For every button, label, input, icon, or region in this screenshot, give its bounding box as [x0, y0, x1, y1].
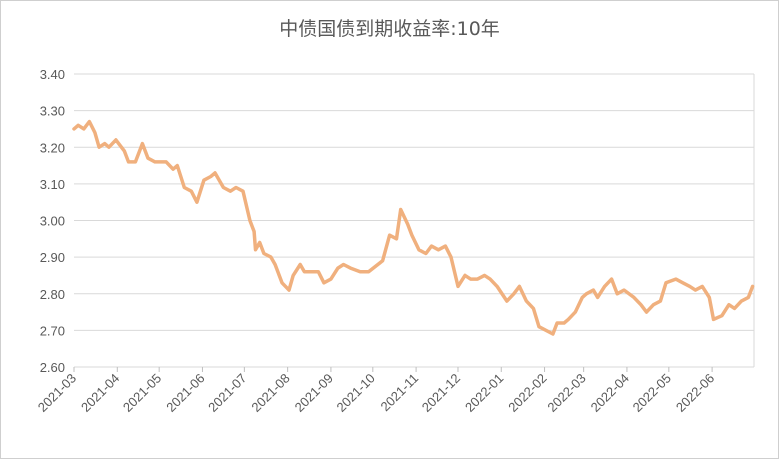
x-tick-label: 2022-06: [673, 371, 717, 415]
y-tick-label: 2.60: [40, 360, 65, 375]
y-axis-ticks: 3.40 3.30 3.20 3.10 3.00 2.90 2.80 2.70 2.60: [40, 67, 65, 375]
x-tick-label: 2022-02: [505, 371, 549, 415]
x-tick-label: 2021-05: [120, 371, 164, 415]
gridlines: [74, 73, 755, 368]
y-tick-label: 3.00: [40, 214, 65, 229]
chart-title: 中债国债到期收益率:10年: [279, 18, 500, 40]
x-tick-label: 2022-05: [630, 371, 674, 415]
x-tick-label: 2022-01: [462, 371, 506, 415]
y-tick-label: 2.90: [40, 250, 65, 265]
x-tick-label: 2021-03: [35, 371, 79, 415]
x-tick-label: 2021-10: [334, 371, 378, 415]
x-tick-label: 2021-12: [419, 371, 463, 415]
y-tick-label: 3.40: [40, 67, 65, 82]
y-tick-label: 3.30: [40, 104, 65, 119]
x-tick-label: 2021-08: [248, 371, 292, 415]
x-tick-label: 2022-03: [544, 371, 588, 415]
x-tick-label: 2021-11: [378, 371, 422, 415]
y-tick-label: 2.70: [40, 323, 65, 338]
x-tick-label: 2021-09: [292, 371, 336, 415]
x-tick-label: 2022-04: [588, 371, 632, 415]
y-tick-label: 2.80: [40, 287, 65, 302]
y-tick-label: 3.10: [40, 177, 65, 192]
x-tick-label: 2021-07: [205, 371, 249, 415]
x-tick-label: 2021-04: [78, 371, 122, 415]
y-tick-label: 3.20: [40, 140, 65, 155]
x-tick-label: 2021-06: [163, 371, 207, 415]
series-line: [72, 119, 755, 336]
x-axis-ticks: 2021-032021-042021-052021-062021-072021-…: [35, 367, 717, 415]
series-lines: [72, 119, 755, 336]
